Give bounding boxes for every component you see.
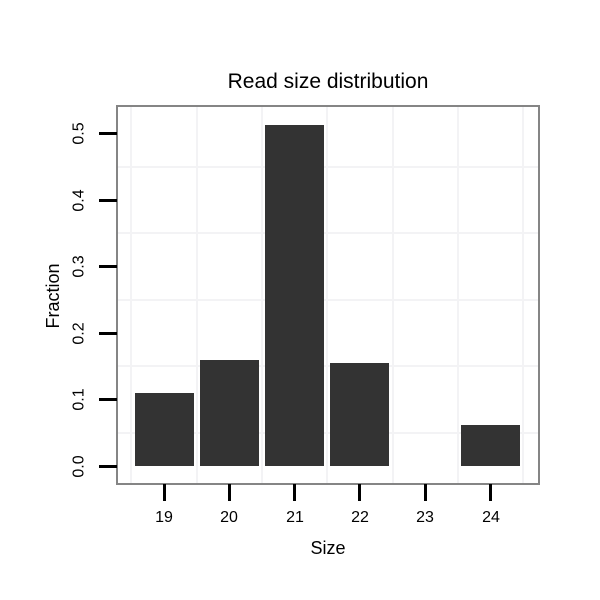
y-axis-tick-label: 0.3 [70, 255, 88, 278]
x-axis-tick-label: 19 [155, 509, 173, 526]
y-axis-tick-label: 0.4 [70, 189, 88, 212]
y-axis-tick [99, 465, 117, 468]
x-axis-tick-label: 24 [482, 509, 500, 526]
minor-gridline-vertical [522, 107, 525, 483]
y-axis-tick-label: 0.1 [70, 388, 88, 411]
x-axis-tick [228, 484, 231, 501]
y-axis-title: Fraction [43, 263, 63, 329]
bar-size-22 [330, 363, 389, 466]
plot-panel [116, 105, 540, 485]
y-axis-tick [99, 132, 117, 135]
minor-gridline-horizontal [118, 365, 538, 368]
minor-gridline-vertical [195, 107, 198, 483]
minor-gridline-vertical [456, 107, 459, 483]
minor-gridline-vertical [326, 107, 329, 483]
minor-gridline-vertical [130, 107, 133, 483]
x-axis-tick [489, 484, 492, 501]
bar-size-19 [135, 393, 194, 466]
minor-gridline-horizontal [118, 431, 538, 434]
y-axis-tick [99, 398, 117, 401]
minor-gridline-horizontal [118, 232, 538, 235]
bar-size-20 [200, 360, 259, 466]
x-axis-tick-label: 22 [351, 509, 369, 526]
x-axis-tick [163, 484, 166, 501]
minor-gridline-horizontal [118, 165, 538, 168]
y-axis-tick-label: 0.5 [70, 122, 88, 145]
minor-gridline-vertical [260, 107, 263, 483]
minor-gridline-horizontal [118, 298, 538, 301]
x-axis-tick-label: 23 [416, 509, 434, 526]
x-axis-title: Size [310, 538, 346, 558]
y-axis-tick-label: 0.2 [70, 322, 88, 345]
x-axis-tick [293, 484, 296, 501]
chart-title: Read size distribution [227, 70, 429, 93]
y-axis-tick-label: 0.0 [70, 455, 88, 478]
minor-gridline-vertical [391, 107, 394, 483]
x-axis-tick [358, 484, 361, 501]
x-axis-tick-label: 20 [220, 509, 238, 526]
x-axis-tick [424, 484, 427, 501]
bar-size-24 [461, 425, 520, 466]
x-axis-tick-label: 21 [286, 509, 304, 526]
bar-size-21 [265, 125, 324, 466]
y-axis-tick [99, 332, 117, 335]
y-axis-tick [99, 199, 117, 202]
y-axis-tick [99, 265, 117, 268]
